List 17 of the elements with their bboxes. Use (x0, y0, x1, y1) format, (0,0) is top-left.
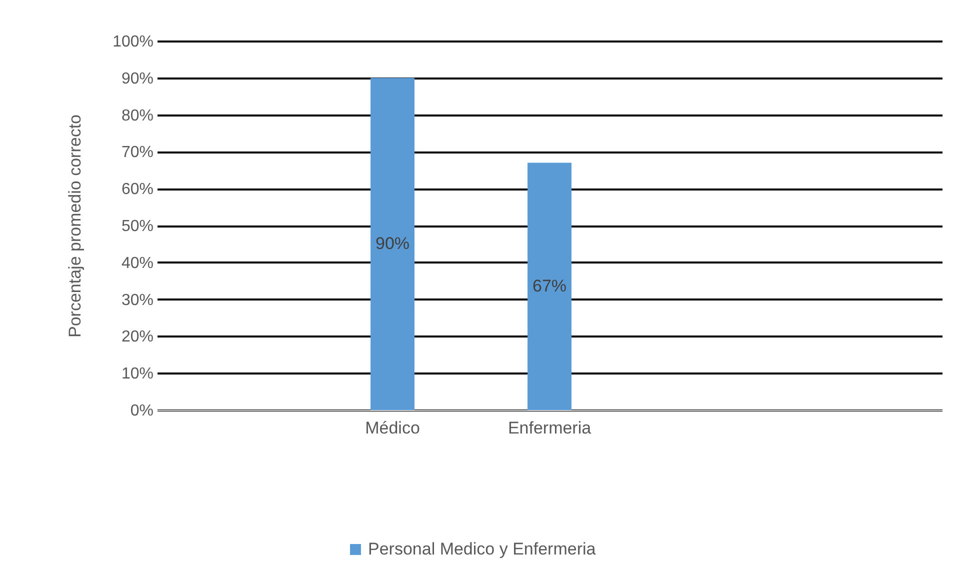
y-tick-label: 20% (121, 328, 154, 346)
y-tick-label: 30% (121, 292, 154, 309)
y-tick-label: 0% (130, 402, 154, 420)
y-tick-label: 50% (121, 218, 154, 235)
y-tick-label: 100% (112, 34, 154, 50)
x-tick-label: Médico (365, 418, 420, 438)
y-tick-label: 40% (121, 254, 154, 272)
legend-label: Personal Medico y Enfermeria (368, 540, 596, 558)
data-label: 67% (532, 276, 567, 296)
y-tick-label: 70% (121, 144, 154, 162)
y-tick-label: 10% (121, 366, 154, 383)
y-tick-label: 90% (121, 70, 154, 88)
data-label: 90% (375, 234, 410, 253)
y-tick-label: 60% (121, 181, 154, 198)
y-axis-title: Porcentaje promedio correcto (66, 114, 85, 338)
x-tick-label: Enfermeria (508, 418, 592, 438)
y-tick-label: 80% (121, 107, 154, 124)
